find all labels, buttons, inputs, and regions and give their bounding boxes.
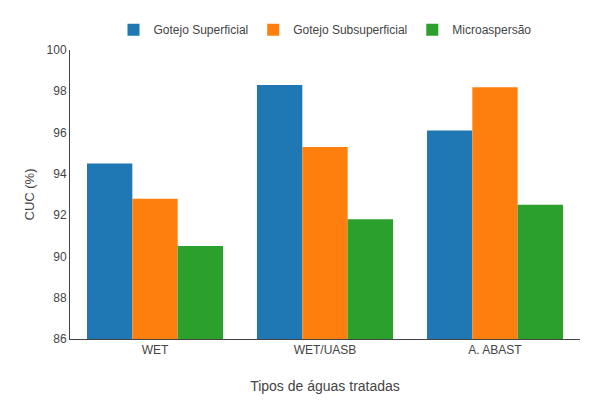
svg-text:WET: WET: [142, 343, 169, 357]
svg-text:A. ABAST: A. ABAST: [468, 343, 522, 357]
svg-text:96: 96: [53, 126, 67, 140]
svg-text:Gotejo Subsuperficial: Gotejo Subsuperficial: [293, 23, 407, 37]
svg-text:86: 86: [53, 332, 67, 346]
svg-text:WET/UASB: WET/UASB: [294, 343, 357, 357]
svg-text:98: 98: [53, 84, 67, 98]
svg-text:100: 100: [47, 43, 67, 57]
svg-text:92: 92: [53, 208, 67, 222]
svg-text:Microaspersão: Microaspersão: [452, 23, 531, 37]
svg-text:90: 90: [53, 250, 67, 264]
svg-text:Tipos de águas tratadas: Tipos de águas tratadas: [250, 378, 400, 394]
svg-text:CUC (%): CUC (%): [22, 169, 37, 221]
svg-text:94: 94: [53, 167, 67, 181]
svg-text:Gotejo Superficial: Gotejo Superficial: [154, 23, 249, 37]
svg-text:88: 88: [53, 291, 67, 305]
